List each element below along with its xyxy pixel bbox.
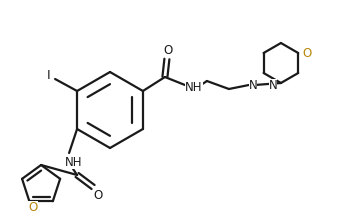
Text: O: O <box>163 44 173 57</box>
Text: N: N <box>268 79 277 92</box>
Text: N: N <box>248 79 257 92</box>
Text: NH: NH <box>185 81 203 94</box>
Text: O: O <box>94 189 103 202</box>
Text: O: O <box>303 46 312 59</box>
Text: I: I <box>46 68 50 81</box>
Text: O: O <box>28 200 38 213</box>
Text: NH: NH <box>66 156 83 169</box>
